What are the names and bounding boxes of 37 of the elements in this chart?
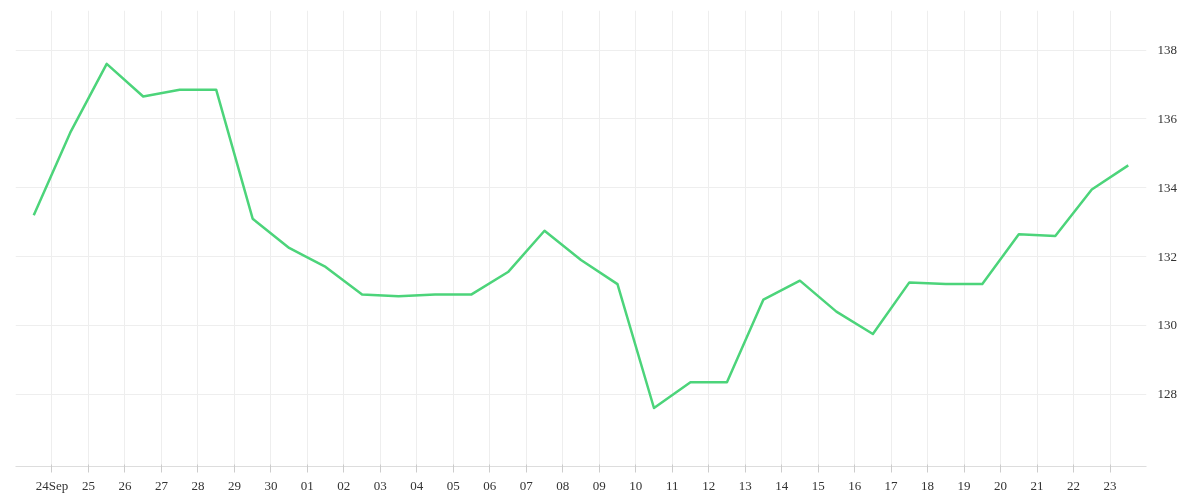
x-tick-label: 23 <box>1103 477 1117 493</box>
x-tick-label: 27 <box>154 477 169 493</box>
x-tick-label: 29 <box>227 477 241 493</box>
x-tick-label: 08 <box>556 477 570 493</box>
x-tick-label: 26 <box>118 477 132 493</box>
x-tick-label: 24Sep <box>35 477 69 493</box>
x-tick-label: 25 <box>81 477 95 493</box>
x-tick-label: 05 <box>446 477 460 493</box>
x-tick-label: 06 <box>483 477 497 493</box>
y-tick-label: 134 <box>1157 179 1178 195</box>
x-tick-label: 13 <box>738 477 752 493</box>
x-tick-label: 10 <box>629 477 643 493</box>
x-tick-label: 22 <box>1067 477 1081 493</box>
x-tick-label: 28 <box>191 477 205 493</box>
x-tick-label: 11 <box>665 477 679 493</box>
x-tick-label: 04 <box>410 477 424 493</box>
y-tick-label: 132 <box>1157 248 1177 264</box>
x-tick-label: 17 <box>884 477 899 493</box>
x-tick-label: 03 <box>373 477 387 493</box>
x-tick-label: 16 <box>848 477 862 493</box>
y-tick-label: 130 <box>1157 317 1177 333</box>
x-tick-label: 20 <box>994 477 1008 493</box>
x-tick-label: 09 <box>592 477 606 493</box>
x-tick-label: 30 <box>264 477 278 493</box>
line-series <box>32 62 1130 410</box>
x-tick-label: 07 <box>519 477 534 493</box>
y-tick-label: 128 <box>1157 386 1177 402</box>
x-tick-label: 12 <box>702 477 716 493</box>
x-tick-label: 19 <box>957 477 971 493</box>
y-tick-label: 136 <box>1157 110 1178 126</box>
x-tick-label: 18 <box>921 477 935 493</box>
x-tick-label: 01 <box>300 477 314 493</box>
x-tick-label: 15 <box>811 477 825 493</box>
x-tick-label: 21 <box>1030 477 1044 493</box>
x-tick-label: 14 <box>775 477 789 493</box>
x-tick-label: 02 <box>337 477 351 493</box>
y-tick-label: 138 <box>1157 42 1177 58</box>
